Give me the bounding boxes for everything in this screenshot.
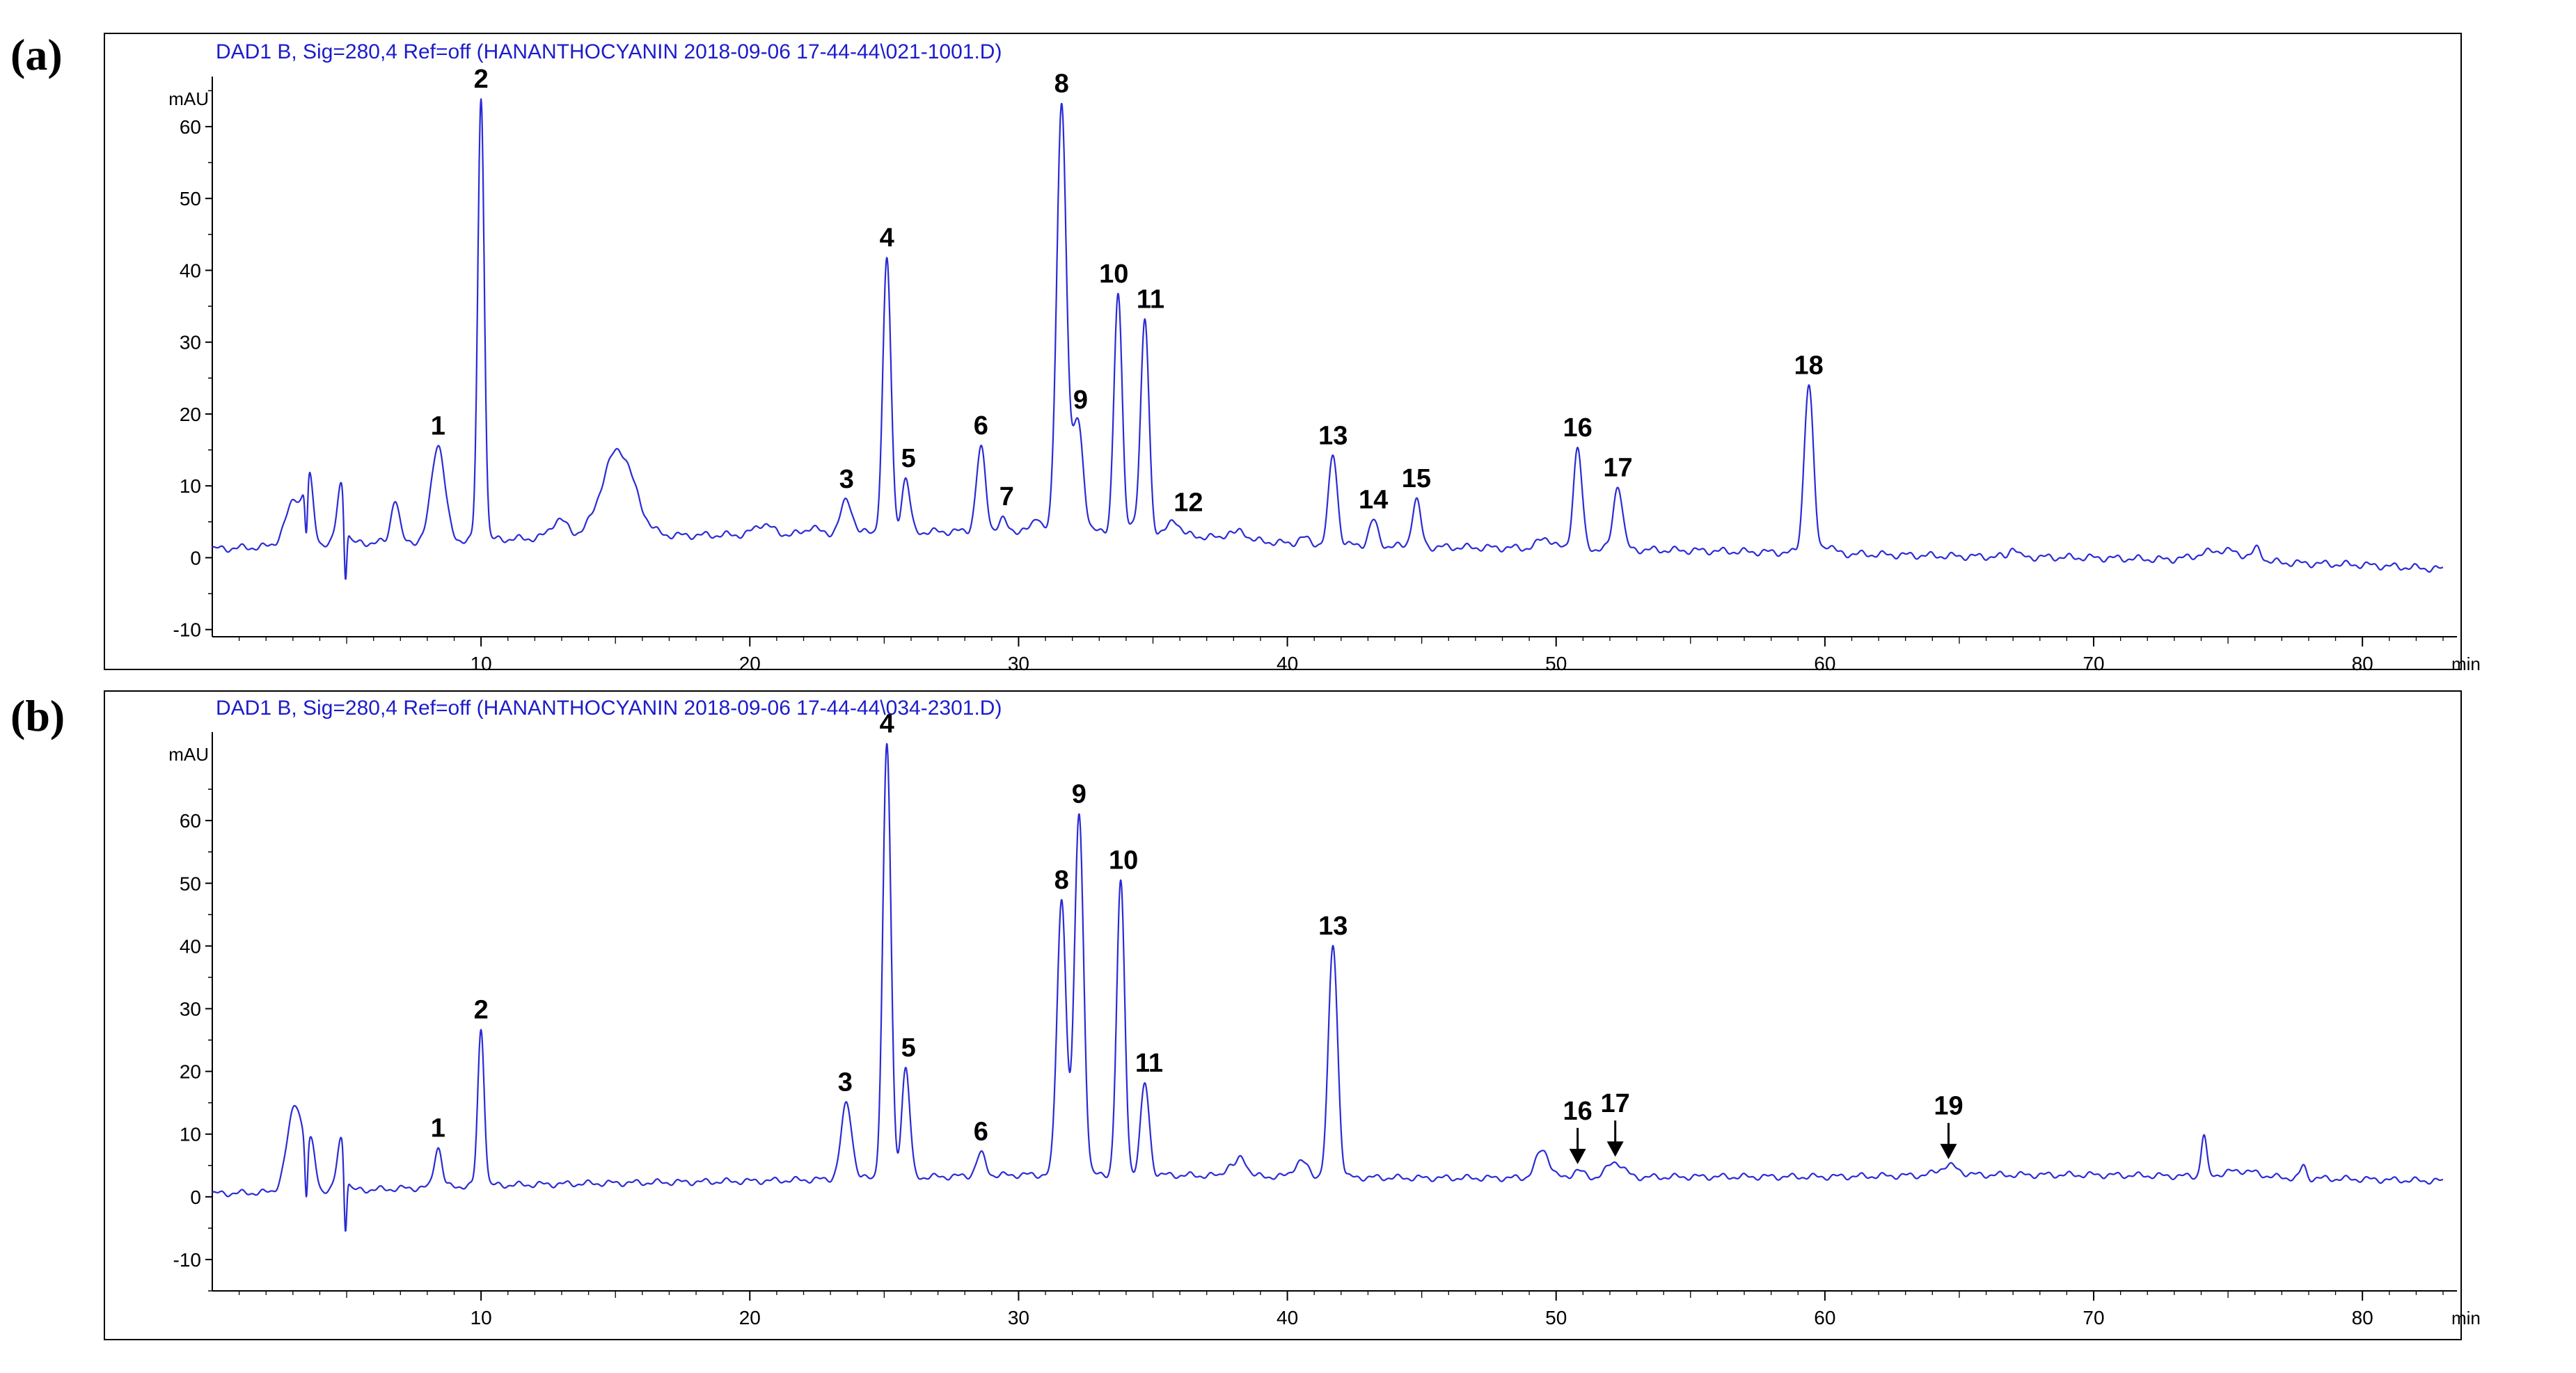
peak-label: 11 bbox=[1135, 1049, 1163, 1078]
peak-label: 2 bbox=[474, 996, 489, 1025]
chromatogram-trace bbox=[212, 743, 2444, 1232]
peak-arrow-head bbox=[1569, 1148, 1586, 1164]
x-tick-label: 80 bbox=[2352, 653, 2373, 674]
peak-label: 15 bbox=[1402, 464, 1431, 493]
peak-label: 13 bbox=[1318, 912, 1348, 941]
peak-label: 10 bbox=[1109, 846, 1138, 875]
y-tick-label: 50 bbox=[180, 188, 201, 209]
peak-label: 9 bbox=[1073, 386, 1088, 415]
peak-label: 10 bbox=[1099, 260, 1128, 289]
panel-a: (a) DAD1 B, Sig=280,4 Ref=off (HANANTHOCY… bbox=[10, 30, 2481, 674]
y-tick-label: -10 bbox=[173, 1249, 201, 1271]
chromatogram-trace bbox=[212, 98, 2444, 580]
x-tick-label: 60 bbox=[1814, 653, 1835, 674]
panel-frame bbox=[104, 33, 2462, 670]
x-tick-label: 80 bbox=[2352, 1307, 2373, 1328]
peak-label: 8 bbox=[1054, 866, 1069, 895]
y-axis-label: mAU bbox=[168, 744, 209, 765]
x-tick-label: 40 bbox=[1277, 1307, 1298, 1328]
signal-header: DAD1 B, Sig=280,4 Ref=off (HANANTHOCYANI… bbox=[216, 40, 1002, 63]
y-tick-label: 40 bbox=[180, 260, 201, 281]
x-tick-label: 20 bbox=[739, 1307, 761, 1328]
peak-label: 8 bbox=[1054, 70, 1069, 99]
y-tick-label: 40 bbox=[180, 935, 201, 957]
peak-label: 17 bbox=[1601, 1089, 1630, 1118]
signal-header: DAD1 B, Sig=280,4 Ref=off (HANANTHOCYANI… bbox=[216, 697, 1002, 720]
peak-label: 11 bbox=[1137, 285, 1164, 314]
x-tick-label: 50 bbox=[1545, 1307, 1567, 1328]
y-tick-label: 10 bbox=[180, 475, 201, 497]
x-tick-label: 70 bbox=[2083, 1307, 2104, 1328]
x-tick-label: 40 bbox=[1277, 653, 1298, 674]
peak-label: 6 bbox=[974, 1117, 988, 1146]
y-tick-label: 60 bbox=[180, 810, 201, 832]
panel-frame bbox=[104, 690, 2462, 1340]
peak-label: 6 bbox=[974, 411, 988, 441]
peak-label: 2 bbox=[474, 65, 489, 94]
y-tick-label: 10 bbox=[180, 1124, 201, 1145]
x-tick-label: 60 bbox=[1814, 1307, 1835, 1328]
x-tick-label: 20 bbox=[739, 653, 761, 674]
y-tick-label: 30 bbox=[180, 998, 201, 1019]
peak-label: 1 bbox=[431, 1114, 445, 1143]
peak-arrow-head bbox=[1606, 1141, 1624, 1157]
y-tick-label: -10 bbox=[173, 619, 201, 641]
y-tick-label: 20 bbox=[180, 1061, 201, 1083]
peak-label: 4 bbox=[880, 709, 894, 738]
y-tick-label: 50 bbox=[180, 873, 201, 894]
peak-label: 12 bbox=[1174, 489, 1203, 518]
panel-b: (b) DAD1 B, Sig=280,4 Ref=off (HANANTHOCY… bbox=[10, 690, 2481, 1340]
y-tick-label: 0 bbox=[190, 1187, 201, 1208]
x-tick-label: 30 bbox=[1008, 653, 1029, 674]
y-tick-label: 60 bbox=[180, 116, 201, 138]
peak-label: 14 bbox=[1359, 486, 1388, 515]
peak-label: 17 bbox=[1603, 454, 1632, 483]
peak-label: 16 bbox=[1563, 1097, 1592, 1126]
peak-label: 5 bbox=[901, 444, 916, 473]
x-axis-label: min bbox=[2451, 653, 2481, 674]
y-tick-label: 0 bbox=[190, 547, 201, 569]
peak-label: 18 bbox=[1794, 351, 1824, 380]
x-tick-label: 50 bbox=[1545, 653, 1567, 674]
peak-arrow-head bbox=[1940, 1143, 1957, 1159]
x-tick-label: 70 bbox=[2083, 653, 2104, 674]
panel-label: (a) bbox=[10, 30, 63, 79]
peak-label: 16 bbox=[1563, 413, 1592, 443]
x-tick-label: 10 bbox=[471, 1307, 492, 1328]
y-tick-label: 30 bbox=[180, 332, 201, 354]
peak-label: 13 bbox=[1318, 421, 1348, 450]
peak-label: 4 bbox=[880, 223, 894, 253]
peak-label: 7 bbox=[999, 482, 1014, 511]
peak-label: 3 bbox=[839, 465, 854, 494]
x-tick-label: 30 bbox=[1008, 1307, 1029, 1328]
peak-label: 3 bbox=[838, 1068, 853, 1097]
x-tick-label: 10 bbox=[471, 653, 492, 674]
peak-label: 1 bbox=[431, 412, 445, 441]
x-axis-label: min bbox=[2451, 1308, 2481, 1328]
peak-label: 5 bbox=[901, 1033, 916, 1063]
y-tick-label: 20 bbox=[180, 404, 201, 425]
panel-label: (b) bbox=[10, 691, 65, 740]
peak-label: 9 bbox=[1072, 780, 1086, 809]
peak-label: 19 bbox=[1934, 1092, 1963, 1121]
y-axis-label: mAU bbox=[168, 88, 209, 109]
